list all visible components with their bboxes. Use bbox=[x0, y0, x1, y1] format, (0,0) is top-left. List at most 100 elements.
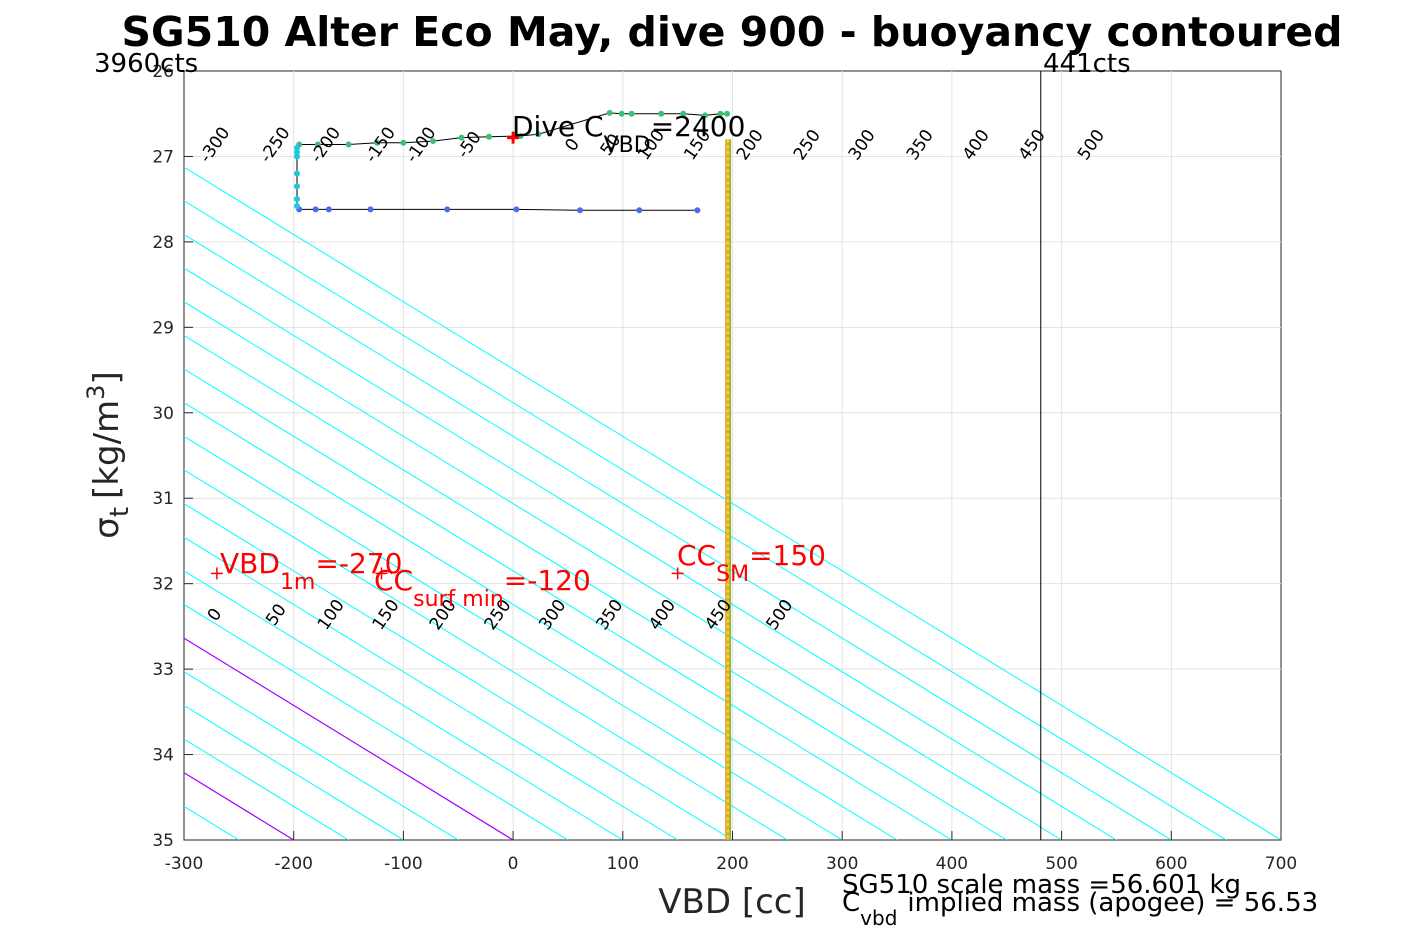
series-point bbox=[430, 138, 437, 145]
contour-line bbox=[184, 402, 898, 840]
implied-mass-text: implied mass (apogee) = 56.53 bbox=[907, 888, 1318, 918]
series-point bbox=[293, 153, 300, 160]
vbd1m-text: VBD bbox=[220, 547, 280, 580]
contour-line bbox=[184, 334, 1008, 840]
x-tick-label: 200 bbox=[716, 854, 748, 874]
series-point bbox=[374, 139, 381, 146]
contour-line bbox=[184, 267, 1117, 840]
series-line bbox=[299, 112, 728, 145]
contour-line bbox=[184, 671, 459, 840]
implied-c: C bbox=[842, 888, 860, 918]
x-tick-label: -300 bbox=[165, 854, 204, 874]
y-tick-label: 27 bbox=[152, 147, 174, 167]
x-tick-label: -200 bbox=[274, 854, 313, 874]
vbd1m-value: =-270 bbox=[315, 547, 402, 580]
data-series bbox=[293, 109, 732, 840]
series-point bbox=[314, 141, 321, 148]
series-point bbox=[293, 183, 300, 190]
magenta-line bbox=[184, 637, 514, 840]
y-tick-label: 32 bbox=[152, 575, 174, 595]
series-point bbox=[312, 206, 319, 213]
series-point bbox=[724, 110, 731, 117]
y-tick-label: 28 bbox=[152, 233, 174, 253]
series-point bbox=[535, 131, 542, 138]
y-tick-label: 26 bbox=[152, 62, 174, 82]
dive-c-sub: VBD bbox=[604, 133, 651, 158]
ccsm-text: CC bbox=[677, 539, 716, 572]
series-point bbox=[717, 110, 724, 117]
ccsm-annotation: CCSM=150 bbox=[677, 539, 826, 587]
series-point bbox=[517, 132, 524, 139]
dive-c-value: =2400 bbox=[651, 110, 746, 143]
series-point bbox=[485, 133, 492, 140]
ccsm-sub: SM bbox=[716, 562, 749, 587]
series-point bbox=[293, 196, 300, 203]
contour-labels: -300 -250 -200 -150 -100 -50 0 50 100 150 200 250 30… bbox=[196, 123, 1109, 634]
counts-left-label: 3960cts bbox=[94, 49, 198, 79]
series-point bbox=[702, 112, 709, 119]
x-tick-label: 0 bbox=[508, 854, 519, 874]
series-point bbox=[577, 207, 584, 214]
y-tick-label: 34 bbox=[152, 746, 174, 766]
x-axis-label: VBD [cc] bbox=[658, 882, 806, 922]
implied-mass-note: Cvbd implied mass (apogee) = 56.53 bbox=[842, 888, 1318, 930]
ccsm-value: =150 bbox=[749, 539, 826, 572]
x-tick-label: 100 bbox=[607, 854, 639, 874]
series-point bbox=[444, 206, 451, 213]
contour-line bbox=[184, 469, 788, 840]
x-tick-label: 600 bbox=[1155, 854, 1187, 874]
contour-line bbox=[184, 536, 678, 840]
y-label-unit: [kg/m bbox=[87, 400, 127, 499]
vbd1m-annotation: VBD1m=-270 bbox=[220, 547, 402, 595]
x-tick-label: 300 bbox=[826, 854, 858, 874]
series-point bbox=[367, 206, 374, 213]
series-point bbox=[680, 110, 687, 117]
series-point bbox=[606, 109, 613, 116]
y-tick-label: 29 bbox=[152, 318, 174, 338]
series-point bbox=[293, 149, 300, 156]
contour-line bbox=[184, 200, 1227, 840]
counts-right-label: 441cts bbox=[1043, 49, 1131, 79]
y-label-sub: t bbox=[105, 507, 135, 517]
ccsurf-sub: surf min bbox=[413, 587, 504, 612]
contour-line bbox=[184, 435, 843, 840]
series-point bbox=[618, 110, 625, 117]
y-tick-label: 33 bbox=[152, 660, 174, 680]
y-tick-label: 30 bbox=[152, 404, 174, 424]
series-point bbox=[293, 203, 300, 210]
series-point bbox=[628, 110, 635, 117]
contour-line bbox=[184, 503, 733, 840]
ccsurf-value: =-120 bbox=[504, 564, 591, 597]
series-point bbox=[513, 206, 520, 213]
ccsurf-text: CC bbox=[374, 564, 413, 597]
red-markers bbox=[210, 131, 684, 580]
series-point bbox=[694, 207, 701, 214]
series-point bbox=[636, 207, 643, 214]
x-tick-label: 700 bbox=[1265, 854, 1297, 874]
axis-ticks: -300 -200 -100 0 100 200 300 400 500 600 700 26 27 28… bbox=[152, 62, 1297, 874]
x-tick-label: -100 bbox=[384, 854, 423, 874]
y-label-sym: σ bbox=[87, 517, 127, 539]
series-point bbox=[400, 139, 407, 146]
contour-line bbox=[184, 368, 953, 840]
contour-line bbox=[184, 570, 624, 840]
chart-title: SG510 Alter Eco May, dive 900 - buoyancy… bbox=[121, 8, 1342, 56]
contour-line bbox=[184, 603, 569, 840]
contour-line bbox=[184, 166, 1281, 840]
series-point bbox=[293, 170, 300, 177]
y-axis-label: σt [kg/m3] bbox=[82, 371, 135, 538]
series-point bbox=[325, 206, 332, 213]
series-point bbox=[293, 144, 300, 151]
contour-line bbox=[184, 301, 1062, 840]
x-tick-label: 500 bbox=[1045, 854, 1077, 874]
dive-c-annotation: Dive CVBD=2400 bbox=[512, 110, 745, 158]
vbd1m-sub: 1m bbox=[280, 570, 315, 595]
y-label-close: ] bbox=[87, 371, 127, 384]
y-tick-label: 31 bbox=[152, 489, 174, 509]
ccsurf-annotation: CCsurf min=-120 bbox=[374, 564, 591, 612]
x-tick-label: 400 bbox=[936, 854, 968, 874]
y-tick-label: 35 bbox=[152, 831, 174, 851]
series-point bbox=[458, 134, 465, 141]
contour-line bbox=[184, 233, 1172, 840]
